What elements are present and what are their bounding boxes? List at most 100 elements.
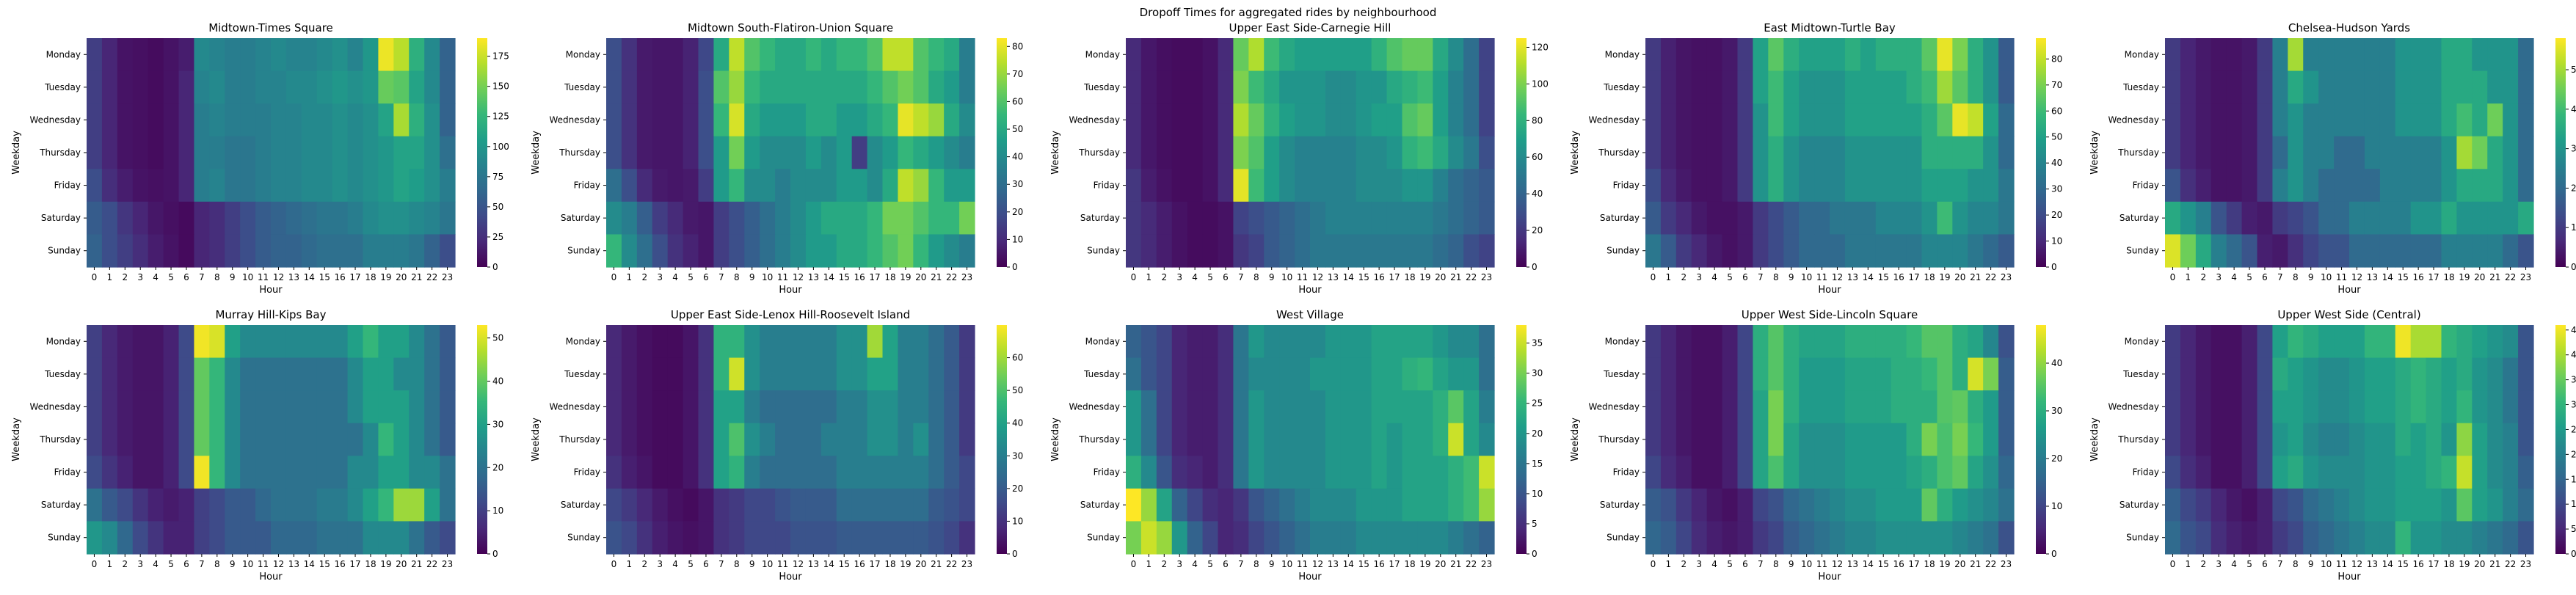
heatmap-cell [2487,136,2503,169]
heatmap-cell [301,70,318,104]
heatmap-cell [1264,136,1280,169]
heatmap-cell [1691,136,1708,169]
heatmap-cell [271,201,287,236]
heatmap-cell [1875,390,1892,424]
heatmap-cell [1340,325,1357,359]
heatmap-cell [683,521,699,555]
x-tick-label: 19 [900,272,911,282]
colorbar-tick-label: 40 [492,376,503,387]
heatmap-cell [760,169,776,202]
heatmap-cell [1645,325,1662,359]
heatmap-cell [363,38,379,72]
heatmap-cell [1830,38,1846,72]
heatmap-cell [271,38,287,72]
heatmap-cell [1171,103,1188,137]
heatmap-cell [1340,357,1357,391]
heatmap-cell [1921,521,1938,555]
heatmap-cell [1660,70,1677,104]
heatmap-cell [2349,136,2365,169]
heatmap-cell [621,521,638,555]
heatmap-cell [1402,357,1419,391]
heatmap-cell [882,38,899,72]
heatmap-cell [2487,201,2503,236]
heatmap-cell [1998,423,2015,456]
heatmap-cell [378,423,394,456]
heatmap-cell [1968,456,1984,489]
heatmap-cell [913,325,929,359]
heatmap-cell [790,325,807,359]
x-axis-label: Hour [1818,285,1841,296]
x-tick-label: 5 [1207,559,1213,569]
heatmap-cell [1814,169,1830,202]
heatmap-cell [1891,521,1907,555]
heatmap-cell [882,488,899,522]
heatmap-cell [1479,521,1495,555]
heatmap-cell [87,38,103,72]
heatmap-cell [729,390,745,424]
heatmap-cell [2334,325,2350,359]
heatmap-cell [698,103,715,137]
heatmap-cell [1737,488,1754,522]
heatmap-cell [821,201,837,236]
heatmap-cell [805,423,822,456]
colorbar-tick-label: 30 [2051,184,2062,194]
heatmap-cell [2518,390,2534,424]
heatmap-cell [163,325,180,359]
x-tick-label: 12 [1832,559,1843,569]
heatmap-cell [729,357,745,391]
heatmap-cell [2410,38,2427,72]
heatmap-cell [698,169,715,202]
heatmap-cell [1830,103,1846,137]
heatmap-cell [2318,169,2335,202]
y-tick-label: Friday [54,180,81,191]
heatmap-cell [2272,456,2288,489]
heatmap-cell [760,201,776,236]
heatmap-cell [1386,456,1403,489]
heatmap-cell [2303,70,2319,104]
heatmap-cell [255,136,272,169]
heatmap-cell [255,103,272,137]
heatmap-cell [194,325,210,359]
heatmap-cell [378,390,394,424]
heatmap-cell [2272,423,2288,456]
heatmap-cell [2426,103,2442,137]
heatmap-cell [1264,38,1280,72]
heatmap-cell [1998,488,2015,522]
heatmap-cell [2426,136,2442,169]
colorbar-tick-label: 20 [1532,428,1543,439]
x-tick-label: 18 [1404,272,1415,282]
heatmap-cell [1340,234,1357,268]
heatmap-cell [729,136,745,169]
heatmap-cell [1860,234,1877,268]
heatmap-cell [1156,38,1173,72]
heatmap-cell [1433,456,1449,489]
heatmap-cell [440,521,456,555]
heatmap-panel: Murray Hill-Kips BayMondayTuesdayWednesd… [11,308,503,583]
heatmap-cell [2364,234,2381,268]
heatmap-cell [347,423,364,456]
heatmap-cell [959,234,975,268]
heatmap-cell [363,234,379,268]
heatmap-cell [606,169,622,202]
heatmap-cell [2456,325,2473,359]
x-tick-label: 14 [1343,559,1354,569]
heatmap-cell [440,136,456,169]
colorbar-tick-label: 70 [2051,80,2062,90]
heatmap-cell [2395,70,2412,104]
heatmap-cell [851,390,868,424]
panel-title: Upper East Side-Lenox Hill-Roosevelt Isl… [671,308,910,321]
heatmap-cell [117,357,134,391]
heatmap-cell [944,234,960,268]
heatmap-cell [2318,357,2335,391]
heatmap-cell [240,201,256,236]
heatmap-cell [1140,456,1157,489]
heatmap-cell [2226,201,2243,236]
x-tick-label: 6 [1742,272,1748,282]
heatmap-cell [606,136,622,169]
x-tick-label: 7 [2277,559,2283,569]
heatmap-cell [1126,423,1142,456]
heatmap-cell [1140,234,1157,268]
heatmap-cell [117,136,134,169]
heatmap-cell [2241,38,2258,72]
x-tick-label: 6 [703,559,709,569]
